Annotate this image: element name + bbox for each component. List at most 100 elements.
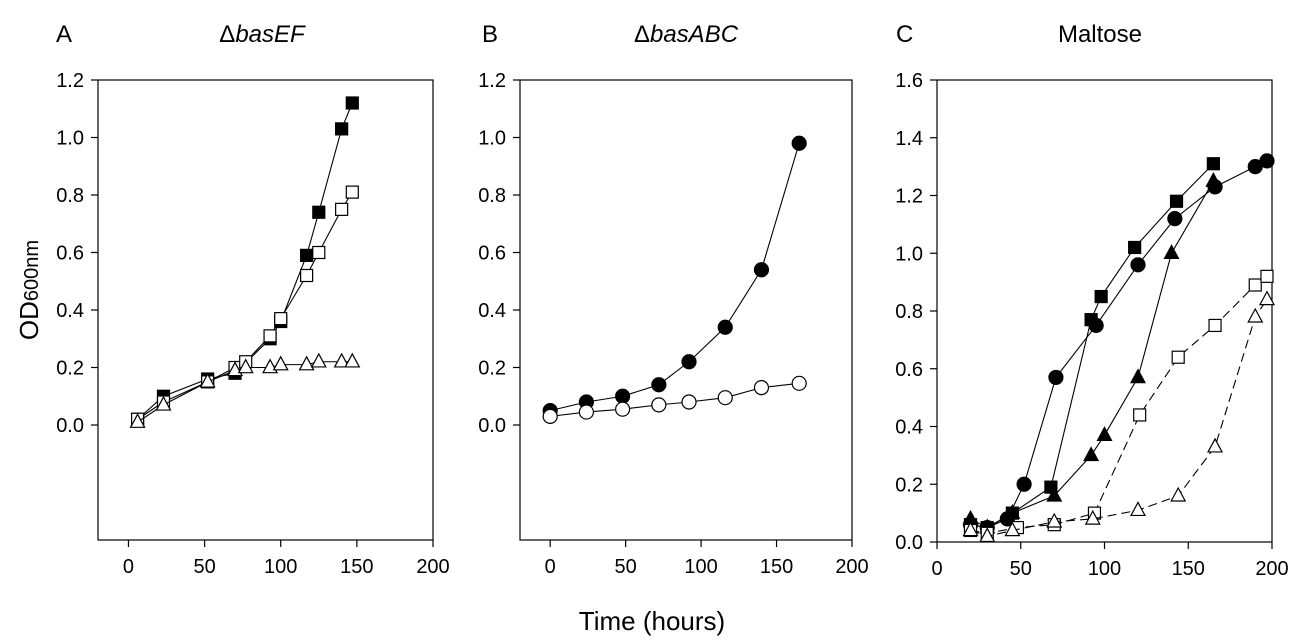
data-point — [542, 408, 558, 424]
y-axis-label-subscript: 600nm — [21, 240, 43, 301]
data-point — [1206, 157, 1220, 171]
data-point — [578, 404, 595, 420]
data-point — [651, 377, 667, 393]
data-point — [1260, 269, 1274, 283]
data-point — [129, 413, 146, 428]
data-point — [1084, 509, 1101, 525]
panel-letter: B — [482, 21, 498, 48]
x-tick-label: 150 — [340, 556, 373, 578]
y-tick-label: 0.4 — [56, 300, 84, 322]
data-point — [1167, 211, 1183, 227]
panel-title: Maltose — [1058, 21, 1142, 48]
panel-title-gene: basEF — [235, 21, 306, 48]
data-point — [263, 329, 277, 343]
y-tick-label: 0.2 — [56, 358, 84, 380]
data-point — [1004, 521, 1021, 537]
y-tick-label: 0.0 — [895, 532, 923, 554]
series-3 — [129, 352, 361, 428]
x-tick-label: 0 — [545, 556, 556, 578]
series-line — [970, 299, 1268, 537]
panel-title: ΔbasEF — [219, 21, 306, 48]
x-tick-label: 0 — [931, 558, 942, 580]
x-tick-label: 100 — [264, 556, 297, 578]
x-axis-label: Time (hours) — [579, 606, 725, 636]
y-tick-label: 1.2 — [895, 186, 923, 208]
data-point — [717, 319, 733, 335]
data-point — [1129, 501, 1147, 517]
data-point — [155, 395, 172, 411]
series-1 — [962, 153, 1275, 536]
x-tick-label: 50 — [1010, 558, 1032, 580]
x-tick-label: 50 — [193, 556, 215, 578]
data-point — [1129, 368, 1147, 384]
plot-frame — [936, 79, 1273, 543]
data-point — [1004, 504, 1021, 519]
data-point — [1096, 426, 1113, 441]
plot-frame — [97, 79, 434, 541]
y-tick-label: 0.2 — [895, 474, 923, 496]
x-tick-label: 200 — [835, 556, 868, 578]
data-point — [1048, 369, 1064, 386]
panel-title-delta: Δ — [634, 21, 650, 48]
y-tick-label: 1.0 — [895, 243, 923, 265]
series-1 — [542, 135, 807, 419]
data-point — [335, 122, 349, 136]
x-tick-label: 200 — [1255, 558, 1288, 580]
data-point — [1128, 240, 1142, 255]
data-point — [1258, 290, 1275, 306]
y-tick-label: 0.8 — [478, 185, 506, 207]
data-point — [300, 248, 314, 262]
panel-title-delta: Δ — [219, 21, 235, 48]
y-tick-label: 1.2 — [478, 70, 506, 92]
data-point — [1247, 307, 1264, 323]
data-point — [979, 527, 996, 543]
y-axis-label: OD600nm — [14, 240, 44, 340]
data-point — [310, 352, 327, 368]
data-point — [1094, 289, 1108, 304]
x-tick-label: 100 — [684, 556, 717, 578]
series-1 — [130, 96, 359, 426]
data-point — [1208, 318, 1222, 333]
data-point — [1084, 313, 1098, 327]
data-point — [344, 352, 361, 368]
series-5 — [962, 290, 1275, 543]
series-line — [137, 191, 353, 420]
series-line — [970, 275, 1268, 534]
panel-title: ΔbasABC — [634, 21, 739, 48]
data-point — [274, 312, 288, 326]
data-point — [300, 268, 314, 283]
y-tick-label: 0.4 — [478, 300, 506, 322]
data-point — [791, 135, 807, 151]
y-tick-label: 0.8 — [56, 185, 84, 207]
data-point — [335, 202, 349, 216]
x-tick-label: 200 — [416, 556, 449, 578]
data-point — [1016, 476, 1032, 492]
data-point — [1163, 244, 1180, 260]
x-tick-label: 100 — [1088, 558, 1121, 580]
data-point — [651, 397, 667, 413]
data-point — [199, 372, 216, 388]
y-tick-label: 1.2 — [56, 70, 84, 92]
data-point — [1171, 350, 1185, 364]
y-tick-label: 0.6 — [895, 359, 923, 381]
y-tick-label: 0.8 — [895, 301, 923, 323]
data-point — [1259, 153, 1275, 169]
data-point — [681, 354, 697, 370]
data-point — [681, 394, 697, 410]
data-point — [1133, 408, 1147, 422]
y-tick-label: 0.6 — [56, 243, 84, 265]
data-point — [1169, 194, 1184, 208]
data-point — [345, 185, 359, 199]
x-tick-label: 150 — [1172, 558, 1205, 580]
panel-title-gene: basABC — [650, 21, 739, 48]
data-point — [962, 521, 979, 537]
data-point — [312, 205, 326, 219]
panel-b: 0 50 100 150 200 0.0 0.2 0.4 0.6 0.8 1.0 1.2 B ΔbasAB… — [478, 21, 869, 578]
data-point — [272, 355, 289, 371]
y-tick-label: 1.6 — [895, 70, 923, 92]
panel-c: 0 50 100 150 200 0.0 0.2 0.4 0.6 0.8 1.0 1.2 1.4 1.6 C… — [895, 21, 1289, 580]
panel-letter: C — [896, 21, 913, 48]
data-point — [1205, 171, 1222, 187]
y-tick-label: 1.0 — [478, 128, 506, 150]
